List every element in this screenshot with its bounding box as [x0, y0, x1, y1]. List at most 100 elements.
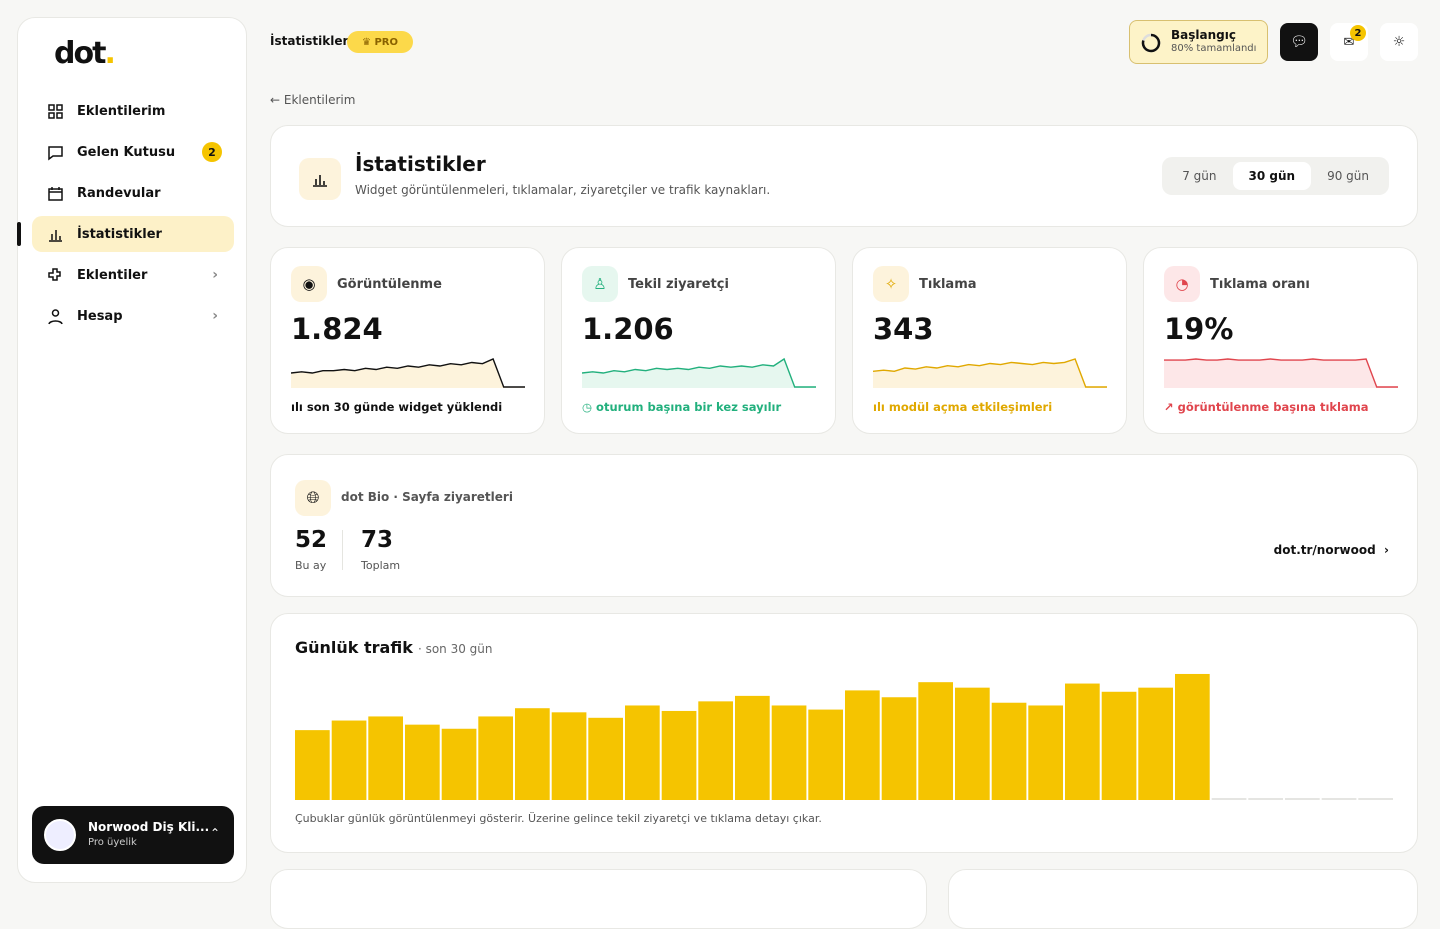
stat-label: Tıklama oranı	[1210, 277, 1310, 292]
nav-icon	[48, 186, 63, 201]
bar	[625, 705, 660, 800]
sparkline-area	[873, 359, 1107, 388]
divider	[342, 530, 343, 570]
stat-label: Tekil ziyaretçi	[628, 277, 729, 292]
bar	[1028, 705, 1063, 800]
bio-metric-value: 73	[361, 527, 394, 553]
stat-note-text: görüntülenme başına tıklama	[1177, 400, 1369, 414]
bar	[368, 716, 403, 800]
breadcrumb: İstatistikler	[270, 34, 349, 48]
chevron: ›	[212, 267, 218, 283]
stat-note: ↗ görüntülenme başına tıklama	[1164, 400, 1369, 414]
empty-bar	[1211, 798, 1247, 800]
bar	[771, 705, 807, 800]
nav-icon	[48, 308, 63, 324]
traffic-note: Çubuklar günlük görüntülenmeyi gösterir.…	[295, 812, 822, 825]
bar	[845, 690, 880, 800]
progress-ring	[1141, 33, 1161, 53]
bio-title: dot Bio · Sayfa ziyaretleri	[341, 490, 513, 504]
bar	[918, 682, 953, 800]
stat-note: ◷ oturum başına bir kez sayılır	[582, 400, 782, 414]
chevron: ›	[212, 308, 218, 324]
bar	[1175, 673, 1210, 800]
sidebar: dot. Eklentilerim Gelen Kutusu 2 Randevular…	[17, 17, 247, 883]
icon-path	[48, 267, 61, 281]
stat-value: 1.206	[582, 312, 674, 346]
page-title: İstatistikler	[355, 152, 486, 176]
nav-icon	[49, 229, 62, 242]
icon-path	[49, 229, 62, 242]
bar	[331, 720, 367, 800]
sparkline	[1164, 358, 1398, 388]
sparkline-area	[291, 359, 525, 388]
nav-label: Eklentiler	[77, 267, 148, 283]
theme-button[interactable]: ☼	[1380, 23, 1418, 61]
bar	[478, 716, 513, 800]
bar	[881, 697, 917, 800]
empty-bar	[1248, 798, 1283, 800]
traffic-heading: Günlük trafik · son 30 gün	[295, 638, 493, 657]
bar	[735, 695, 770, 800]
empty-bar	[1321, 798, 1357, 800]
sparkline	[582, 357, 816, 388]
stat-card: ✧ Tıklama 343 ılı modül açma etkileşimleri	[852, 247, 1127, 434]
stat-note-text: modül açma etkileşimleri	[888, 400, 1053, 414]
bar	[441, 728, 477, 800]
chat-button[interactable]: 💬︎	[1280, 23, 1318, 61]
range-tab[interactable]: 90 gün	[1327, 169, 1369, 183]
stats-icon	[299, 158, 341, 200]
stat-card: ♙ Tekil ziyaretçi 1.206 ◷ oturum başına bir…	[561, 247, 836, 434]
sparkline-area	[582, 359, 816, 388]
stat-card: ◔ Tıklama oranı 19% ↗ görüntülenme başına t…	[1143, 247, 1418, 434]
bio-metric-label: Toplam	[361, 559, 401, 572]
icon-path	[48, 103, 63, 119]
range-tab[interactable]: 30 gün	[1232, 162, 1312, 190]
user-menu[interactable]: Norwood Diş Kli... Pro üyelik ⌃	[32, 806, 234, 864]
stat-label: Görüntülenme	[337, 277, 442, 292]
bio-link[interactable]: dot.tr/norwood ›	[1273, 543, 1389, 557]
empty-bar	[1285, 798, 1320, 800]
nav-item[interactable]: Randevular	[32, 175, 234, 211]
nav-icon	[48, 145, 63, 160]
chevron: ⌃	[210, 826, 221, 840]
nav-item[interactable]: Eklentiler ›	[32, 257, 234, 293]
globe-icon: 🌐︎	[295, 480, 331, 516]
bar	[551, 712, 587, 800]
nav-icon	[48, 267, 61, 281]
page-subtitle: Widget görüntülenmeleri, tıklamalar, ziy…	[355, 183, 771, 197]
traffic-title: Günlük trafik	[295, 638, 413, 657]
stat-note-text: son 30 günde widget yüklendi	[306, 400, 503, 414]
stat-icon: ◔	[1164, 266, 1200, 302]
stat-note-text: oturum başına bir kez sayılır	[596, 400, 782, 414]
bio-card: 🌐︎ dot Bio · Sayfa ziyaretleri 52 Bu ay 73…	[270, 454, 1418, 597]
bar	[515, 708, 550, 800]
back-link[interactable]: ← Eklentilerim	[270, 93, 356, 107]
nav-item[interactable]: Gelen Kutusu 2	[32, 134, 234, 170]
nav-label: Randevular	[77, 185, 161, 201]
nav-label: Hesap	[77, 308, 123, 324]
range-tab[interactable]: 7 gün	[1182, 169, 1217, 183]
bar	[295, 730, 330, 800]
stat-value: 1.824	[291, 312, 383, 346]
stat-icon: ◉	[291, 266, 327, 302]
stat-value: 343	[873, 312, 934, 346]
stat-note: ılı modül açma etkileşimleri	[873, 400, 1053, 414]
nav-icon	[48, 103, 63, 119]
stat-label: Tıklama	[919, 277, 977, 292]
stat-icon: ♙	[582, 266, 618, 302]
nav-item[interactable]: Eklentilerim	[32, 93, 234, 129]
nav-item[interactable]: İstatistikler	[32, 216, 234, 252]
user-plan: Pro üyelik	[88, 837, 137, 848]
nav-item[interactable]: Hesap ›	[32, 298, 234, 334]
notification-badge: 2	[1350, 25, 1366, 41]
traffic-chart	[295, 673, 1393, 800]
bar	[405, 724, 440, 800]
page: dot. Eklentilerim Gelen Kutusu 2 Randevular…	[17, 17, 1418, 929]
bar	[661, 710, 697, 800]
progress[interactable]: Başlangıç 80% tamamlandı	[1129, 20, 1268, 64]
bar	[588, 717, 623, 800]
stat-card: ◉ Görüntülenme 1.824 ılı son 30 günde widge…	[270, 247, 545, 434]
active-indicator	[17, 222, 21, 246]
stat-icon: ✧	[873, 266, 909, 302]
inbox-button[interactable]: ✉ 2	[1330, 23, 1368, 61]
